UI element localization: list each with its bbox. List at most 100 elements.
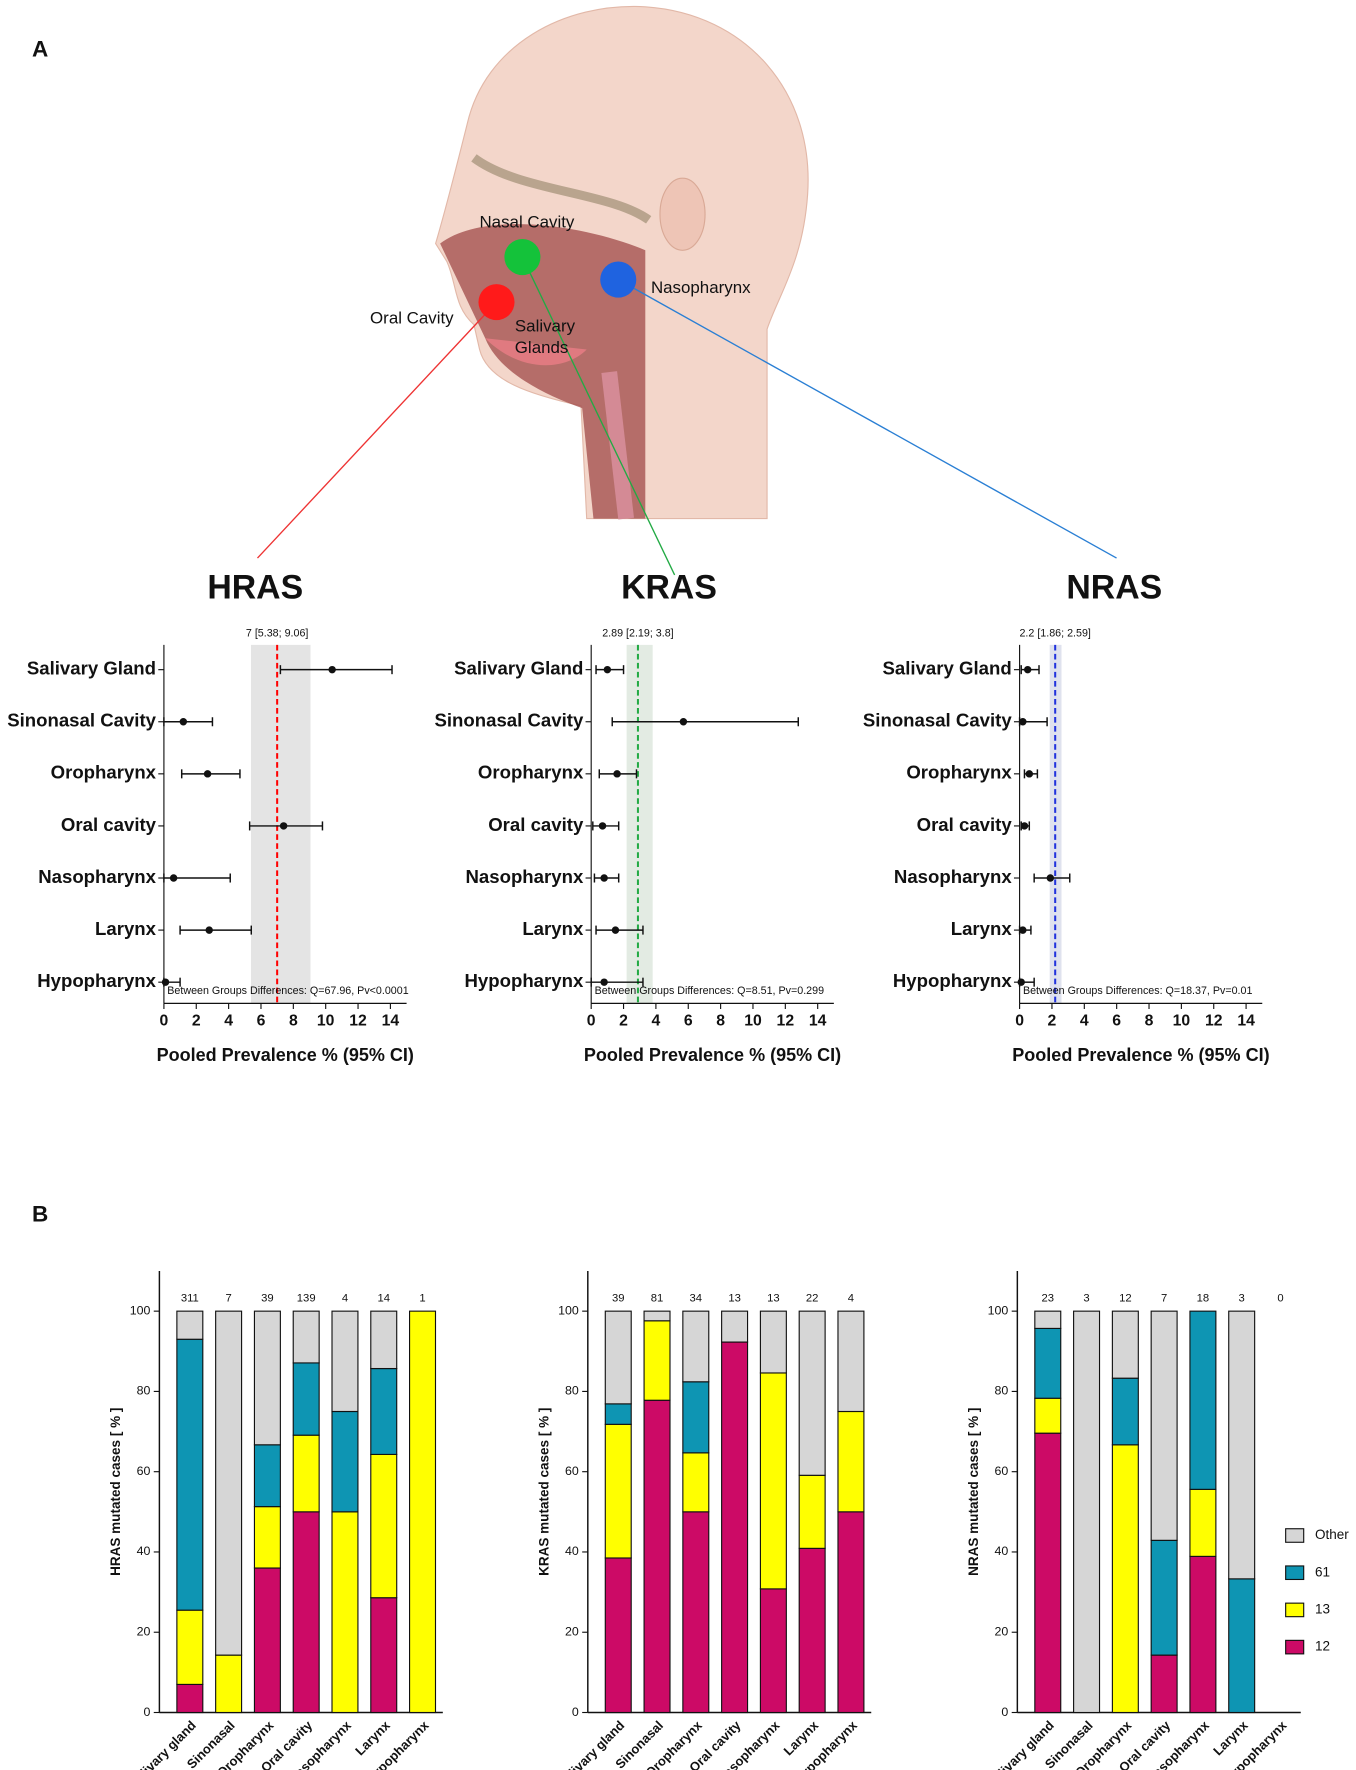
connector [617, 279, 1117, 559]
legend-swatch [1285, 1565, 1305, 1581]
y-tick-label: 20 [137, 1625, 151, 1639]
legend-label: 12 [1315, 1639, 1330, 1654]
annotation: Between Groups Differences: Q=8.51, Pv=0… [595, 985, 825, 997]
y-tick-label: 40 [565, 1544, 579, 1558]
y-axis-label: NRAS mutated cases [ % ] [966, 1408, 981, 1576]
bar-segment [798, 1474, 826, 1549]
y-tick-label: 40 [995, 1544, 1009, 1558]
x-tick-label: 6 [684, 1013, 693, 1030]
bar-segment [331, 1511, 359, 1714]
annotation: Between Groups Differences: Q=18.37, Pv=… [1023, 985, 1253, 997]
point-estimate [600, 978, 608, 986]
y-tick-label: Hypopharynx [37, 970, 156, 991]
y-tick-label: 20 [995, 1625, 1009, 1639]
pooled-ci-band [1049, 644, 1062, 1004]
bar-segment [682, 1452, 710, 1513]
bar-segment [215, 1310, 243, 1656]
bar-segment [682, 1511, 710, 1714]
bar-segment [721, 1341, 749, 1714]
y-tick-label: Salivary Gland [883, 658, 1012, 679]
bar-segment [682, 1310, 710, 1383]
bar-segment [1228, 1310, 1256, 1580]
bar-segment [604, 1423, 632, 1559]
point-estimate [179, 718, 188, 726]
point-estimate [611, 926, 620, 934]
y-tick-label: 100 [988, 1303, 1009, 1317]
x-tick-label: 10 [744, 1013, 762, 1030]
y-tick-label: 0 [572, 1705, 579, 1719]
skull-base [471, 154, 652, 224]
trachea [601, 371, 634, 520]
bar-segment [682, 1381, 710, 1454]
x-tick-label: 8 [289, 1013, 298, 1030]
bar-segment [604, 1310, 632, 1405]
x-tick-label: 10 [1173, 1013, 1191, 1030]
y-tick-label: 80 [565, 1384, 579, 1398]
y-tick-label: Oropharynx [906, 762, 1012, 783]
y-tick-label: Larynx [95, 918, 157, 939]
pooled-ci-band [626, 644, 653, 1004]
bar-segment [253, 1506, 281, 1569]
y-tick-label: 80 [137, 1384, 151, 1398]
y-tick-label: Sinonasal Cavity [7, 710, 156, 731]
bar-segment [176, 1310, 204, 1340]
legend-label: 61 [1315, 1564, 1330, 1579]
bar-segment [370, 1453, 398, 1599]
y-tick-label: 40 [137, 1544, 151, 1558]
x-tick-label: 14 [809, 1013, 827, 1030]
bar-segment [759, 1310, 787, 1374]
count-label: 22 [806, 1293, 819, 1305]
region-label: Salivary [515, 316, 576, 335]
count-label: 3 [1083, 1293, 1089, 1305]
chart-title: KRAS [621, 569, 717, 607]
point-estimate [1023, 665, 1032, 674]
point-estimate [328, 665, 336, 674]
bar-segment [759, 1588, 787, 1714]
y-tick-label: Salivary Gland [27, 658, 156, 679]
bar-segment [837, 1310, 865, 1413]
y-tick-label: Sinonasal Cavity [434, 710, 583, 731]
bar-segment [1073, 1310, 1101, 1714]
x-tick-label: 2 [192, 1013, 201, 1030]
x-tick-label: 12 [349, 1013, 367, 1030]
bar-segment [1150, 1310, 1178, 1541]
region-label: Oral Cavity [370, 309, 454, 328]
point-estimate [679, 718, 688, 726]
x-tick-label: 8 [1145, 1013, 1154, 1030]
legend-swatch [1285, 1602, 1305, 1618]
y-tick-label: Nasopharynx [38, 866, 156, 887]
y-tick-label: 60 [565, 1464, 579, 1478]
point-estimate [1020, 822, 1029, 830]
y-tick-label: Oral cavity [61, 814, 157, 835]
x-tick-label: 6 [1112, 1013, 1121, 1030]
bar-segment [643, 1310, 671, 1322]
count-label: 311 [181, 1293, 199, 1305]
y-tick-label: 80 [995, 1384, 1009, 1398]
bar-segment [292, 1362, 320, 1436]
point-estimate [1046, 874, 1055, 882]
y-axis-label: HRAS mutated cases [ % ] [108, 1408, 123, 1576]
bar-segment [1150, 1654, 1178, 1714]
bar-segment [292, 1511, 320, 1714]
point-estimate [205, 926, 213, 934]
x-tick-label: 10 [317, 1013, 335, 1030]
legend-swatch [1285, 1528, 1305, 1543]
bar-segment [215, 1654, 243, 1714]
bar-segment [292, 1434, 320, 1513]
count-label: 13 [728, 1293, 741, 1305]
region-label: Glands [515, 338, 569, 357]
bar-segment [1150, 1539, 1178, 1656]
connector [521, 256, 676, 576]
bar-segment [370, 1367, 398, 1455]
region-label: Nasal Cavity [479, 213, 574, 232]
bar-segment [643, 1320, 671, 1401]
bar-segment [1034, 1397, 1062, 1434]
count-label: 139 [297, 1293, 316, 1305]
chart-title: HRAS [207, 569, 303, 607]
point-estimate [1019, 718, 1027, 726]
bar-segment [798, 1547, 826, 1714]
bar-segment [253, 1310, 281, 1446]
bar-segment [1034, 1432, 1062, 1714]
y-tick-label: Hypopharynx [464, 970, 583, 991]
site-dot [478, 284, 515, 321]
